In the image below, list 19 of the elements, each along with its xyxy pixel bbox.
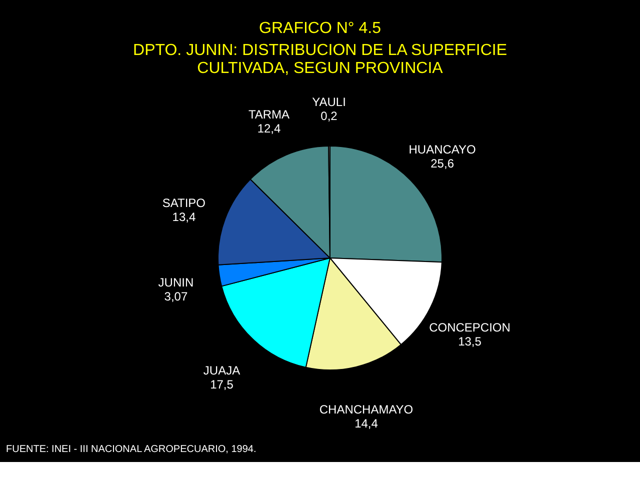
data-label: 12,4 bbox=[257, 121, 281, 136]
data-label: 17,5 bbox=[210, 377, 234, 392]
chart-title: GRAFICO N° 4.5 bbox=[259, 20, 382, 37]
source-note: FUENTE: INEI - III NACIONAL AGROPECUARIO, 1994. bbox=[6, 444, 256, 455]
data-label: 25,6 bbox=[430, 156, 454, 171]
slice-label: CONCEPCION bbox=[429, 320, 510, 334]
slice-label: SATIPO bbox=[162, 196, 206, 210]
slice-label: TARMA bbox=[248, 107, 290, 122]
slice-label: HUANCAYO bbox=[408, 142, 476, 157]
data-label: 3,07 bbox=[164, 290, 188, 304]
slice-label: JUAJA bbox=[203, 363, 240, 378]
slice-label: YAULI bbox=[312, 95, 346, 110]
data-label: 0,2 bbox=[320, 109, 338, 124]
data-label: 13,5 bbox=[458, 334, 482, 348]
slice-label: JUNIN bbox=[158, 276, 194, 290]
slice-label: CHANCHAMAYO bbox=[319, 402, 414, 417]
data-label: 14,4 bbox=[354, 416, 378, 431]
data-label: 13,4 bbox=[172, 210, 196, 224]
chart-subtitle: DPTO. JUNIN: DISTRIBUCION DE LA SUPERFICIE CULTIVADA, SEGUN PROVINCIA bbox=[133, 42, 507, 77]
